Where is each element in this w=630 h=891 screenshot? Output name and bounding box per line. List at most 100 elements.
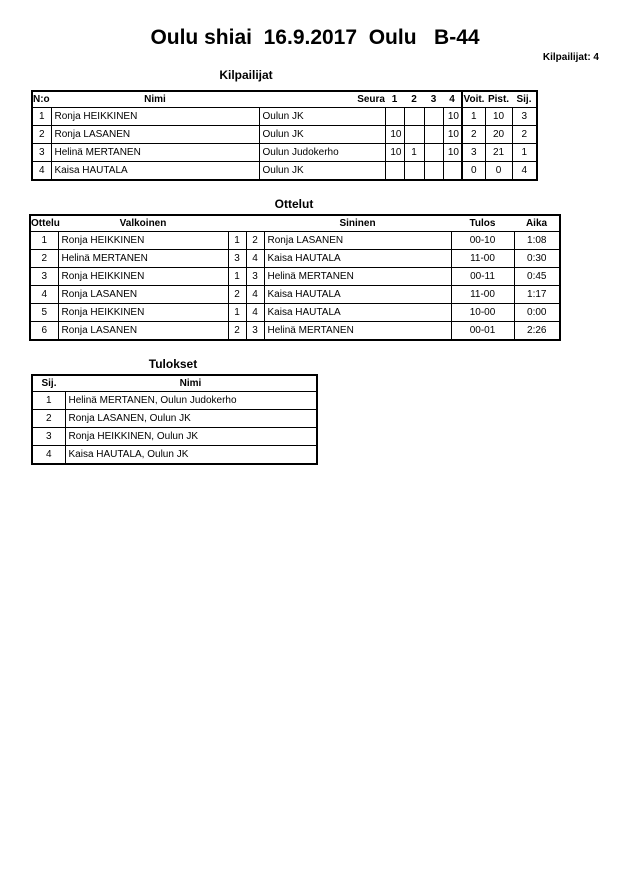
table-cell: Kaisa HAUTALA	[263, 249, 452, 268]
page-title: Oulu shiai 16.9.2017 Oulu B-44	[150, 26, 480, 49]
table-row: 5 Ronja HEIKKINEN 1 4 Kaisa HAUTALA 10-00 0:00	[29, 303, 561, 322]
table-cell: 0	[484, 161, 513, 181]
table-cell: 1:08	[513, 231, 561, 250]
table-cell: 0:45	[513, 267, 561, 286]
table-row: 1 Ronja HEIKKINEN Oulun JK 10 1 10 3	[31, 107, 538, 126]
table-cell: 1	[31, 391, 66, 410]
table-cell: Helinä MERTANEN	[263, 321, 452, 341]
table-cell: Oulun JK	[258, 161, 386, 181]
table-cell: 1	[227, 303, 247, 322]
table-cell: 4	[511, 161, 538, 181]
table-cell	[442, 161, 463, 181]
table-cell: 6	[29, 321, 59, 341]
table-cell: 10-00	[450, 303, 515, 322]
table-cell	[384, 107, 405, 126]
table-cell: 3	[511, 107, 538, 126]
table-cell	[423, 161, 444, 181]
table-cell: Helinä MERTANEN	[50, 143, 260, 162]
table-cell	[423, 107, 444, 126]
table-cell: 2	[227, 285, 247, 304]
table-cell: 2	[31, 125, 52, 144]
table-row: 3 Helinä MERTANEN Oulun Judokerho 10 1 10 3 21 1	[31, 143, 538, 162]
column-header: Sij.	[32, 375, 65, 392]
column-header: 2	[404, 91, 424, 108]
table-row: 2 Ronja LASANEN, Oulun JK	[31, 409, 318, 428]
table-cell: 2	[31, 409, 66, 428]
table-row: 4 Ronja LASANEN 2 4 Kaisa HAUTALA 11-00 1:17	[29, 285, 561, 304]
table-cell: 1	[227, 267, 247, 286]
table-cell: 10	[442, 125, 463, 144]
table-row: 2 Helinä MERTANEN 3 4 Kaisa HAUTALA 11-00 0:30	[29, 249, 561, 268]
table-cell: 4	[31, 445, 66, 465]
table-cell: 11-00	[450, 285, 515, 304]
table-cell: 4	[245, 285, 265, 304]
results-heading: Tulokset	[148, 357, 198, 371]
column-header: Valkoinen	[58, 215, 228, 232]
table-cell: 2	[227, 321, 247, 341]
competitor-count: Kilpailijat: 4	[542, 52, 599, 63]
table-cell: Ronja HEIKKINEN	[57, 267, 229, 286]
matches-table: Ottelu Valkoinen Sininen Tulos Aika 1 Ronja HE…	[29, 214, 561, 341]
column-header: Sininen	[264, 215, 451, 232]
table-cell: 1	[511, 143, 538, 162]
table-cell: Ronja HEIKKINEN	[50, 107, 260, 126]
table-cell: 00-11	[450, 267, 515, 286]
table-cell: 3	[461, 143, 486, 162]
column-header: Nimi	[65, 375, 317, 392]
table-cell: 0	[461, 161, 486, 181]
table-cell: 10	[442, 107, 463, 126]
table-cell: 4	[29, 285, 59, 304]
column-header: Nimi	[51, 91, 259, 108]
table-cell: 00-10	[450, 231, 515, 250]
table-cell: 2	[29, 249, 59, 268]
table-cell: Oulun JK	[258, 125, 386, 144]
table-cell: Ronja LASANEN	[57, 285, 229, 304]
table-cell: Helinä MERTANEN	[57, 249, 229, 268]
table-cell: 1	[29, 231, 59, 250]
table-cell: Kaisa HAUTALA	[263, 285, 452, 304]
table-cell	[423, 143, 444, 162]
table-cell: Ronja LASANEN	[263, 231, 452, 250]
table-cell: Helinä MERTANEN	[263, 267, 452, 286]
column-header: Ottelu	[30, 215, 60, 232]
table-cell	[423, 125, 444, 144]
table-cell: Ronja LASANEN, Oulun JK	[64, 409, 318, 428]
table-cell: 3	[227, 249, 247, 268]
column-header: Aika	[514, 215, 560, 232]
table-cell: Oulun JK	[258, 107, 386, 126]
table-row: 2 Ronja LASANEN Oulun JK 10 10 2 20 2	[31, 125, 538, 144]
column-header	[246, 215, 264, 232]
table-cell: 2	[461, 125, 486, 144]
table-cell	[403, 107, 425, 126]
table-cell: 0:30	[513, 249, 561, 268]
competitors-heading: Kilpailijat	[219, 68, 273, 82]
table-cell: 11-00	[450, 249, 515, 268]
table-row: 1 Ronja HEIKKINEN 1 2 Ronja LASANEN 00-10 1:08	[29, 231, 561, 250]
table-cell: 21	[484, 143, 513, 162]
table-cell: 4	[245, 303, 265, 322]
table-row: 4 Kaisa HAUTALA, Oulun JK	[31, 445, 318, 465]
column-header: 1	[385, 91, 404, 108]
table-cell: 00-01	[450, 321, 515, 341]
table-cell: 1	[461, 107, 486, 126]
table-row: 3 Ronja HEIKKINEN 1 3 Helinä MERTANEN 00-11 0:…	[29, 267, 561, 286]
table-cell: 1:17	[513, 285, 561, 304]
table-cell	[403, 125, 425, 144]
table-cell: 3	[29, 267, 59, 286]
table-cell: Kaisa HAUTALA, Oulun JK	[64, 445, 318, 465]
header-row: Sij. Nimi	[32, 375, 317, 392]
header-row: Ottelu Valkoinen Sininen Tulos Aika	[30, 215, 560, 232]
table-cell: 4	[245, 249, 265, 268]
table-cell: 1	[31, 107, 52, 126]
table-row: 6 Ronja LASANEN 2 3 Helinä MERTANEN 00-01 2:26	[29, 321, 561, 341]
table-cell: Kaisa HAUTALA	[50, 161, 260, 181]
table-cell: Ronja HEIKKINEN	[57, 231, 229, 250]
table-cell: Oulun Judokerho	[258, 143, 386, 162]
table-cell: 4	[31, 161, 52, 181]
table-cell: 2	[511, 125, 538, 144]
table-cell: 10	[484, 107, 513, 126]
competitors-table: N:o Nimi Seura 1 2 3 4 Voit. Pist. Sij. 1 Ronja HEI…	[31, 90, 538, 181]
table-cell: 3	[31, 143, 52, 162]
column-header: Sij.	[512, 91, 537, 108]
column-header: 4	[443, 91, 462, 108]
